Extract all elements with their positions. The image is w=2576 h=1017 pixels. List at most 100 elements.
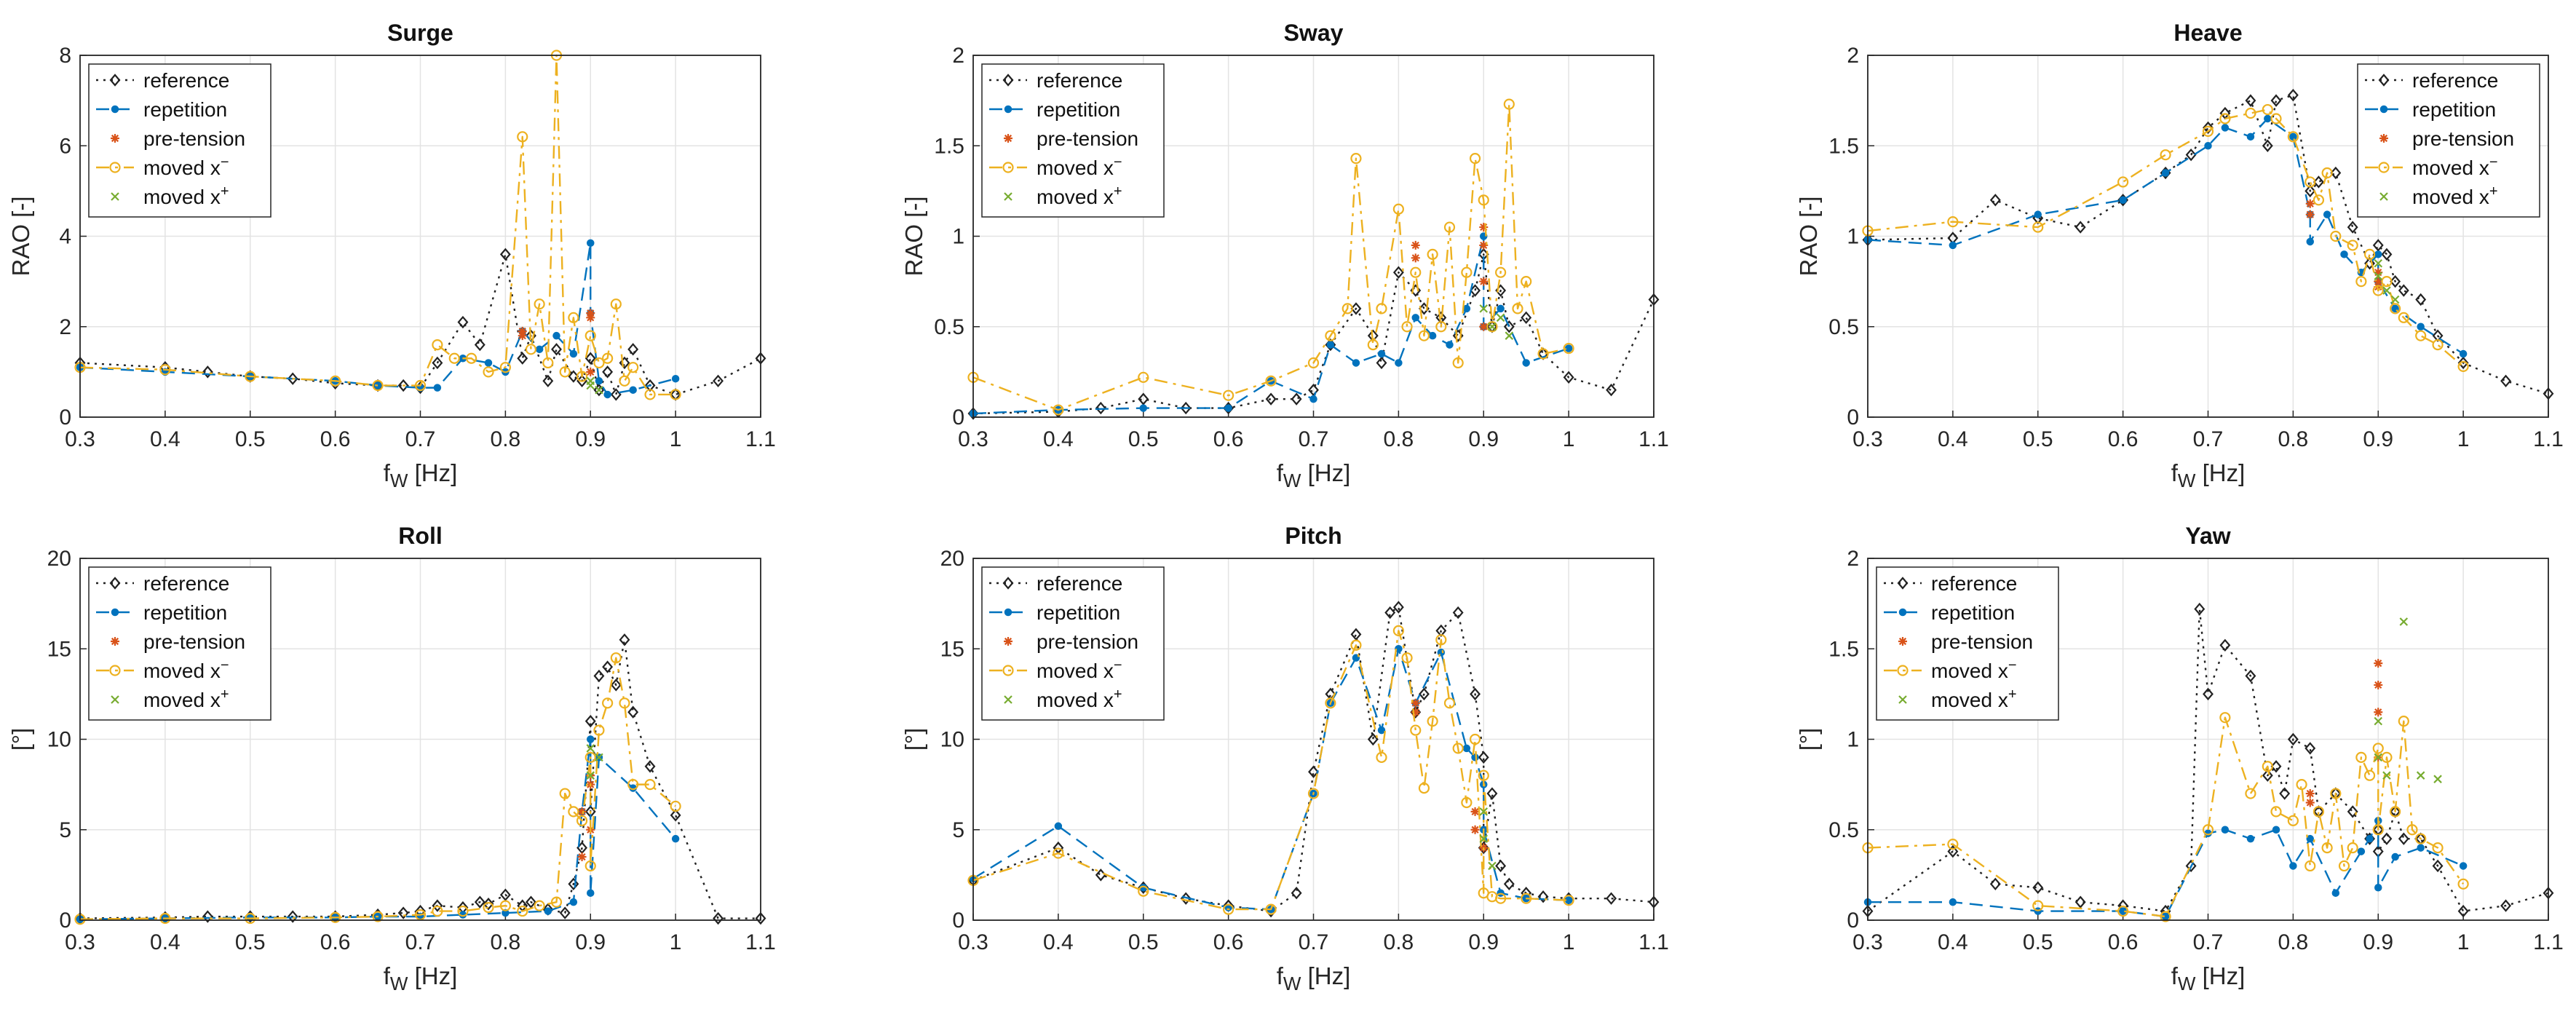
series-moved-x-minus-point <box>2398 312 2409 323</box>
series-moved-x-minus-point <box>2338 860 2350 872</box>
series-moved-x-minus-point <box>610 652 622 664</box>
series-pre-tension-point <box>577 852 587 862</box>
series-moved-x-minus-point <box>1418 330 1430 341</box>
series-repetition-point <box>587 889 595 897</box>
series-reference-point <box>474 338 486 352</box>
series-reference-point <box>1470 687 1481 701</box>
series-reference-point <box>644 760 656 773</box>
series-repetition-point <box>2161 169 2170 177</box>
series-repetition-point <box>1309 395 1317 403</box>
series-reference-point <box>2381 832 2393 845</box>
legend-marker <box>1004 192 1012 201</box>
series-reference-point <box>1291 392 1302 405</box>
series-moved-x-minus-point <box>1265 375 1277 387</box>
y-axis-label: RAO [-] <box>1795 196 1822 276</box>
series-moved-x-minus-point <box>644 389 656 400</box>
series-moved-x-minus-point <box>1435 634 1447 646</box>
series-moved-x-plus-point <box>595 385 603 395</box>
x-axis-label: fW [Hz] <box>2171 962 2246 994</box>
series-moved-x-minus-line <box>79 657 676 920</box>
legend-marker <box>1004 637 1012 646</box>
legend-item-moved-x-plus: moved x+ <box>1004 686 1122 711</box>
legend-marker <box>2379 192 2388 201</box>
series-reference-point <box>1384 606 1396 620</box>
series-moved-x-minus-point <box>1138 885 1149 897</box>
series-moved-x-minus-point <box>2304 176 2316 188</box>
legend-marker <box>2379 105 2388 114</box>
x-tick-label: 0.6 <box>2108 930 2139 954</box>
legend-label: reference <box>143 69 229 92</box>
legend-box <box>981 63 1165 218</box>
series-reference-point <box>1291 887 1302 900</box>
x-axis-label: fW [Hz] <box>1277 459 1351 491</box>
legend-label: reference <box>1931 572 2017 595</box>
legend: reference repetition pre-tension moved x− mo… <box>981 63 1165 218</box>
series-moved-x-minus-point <box>2390 303 2401 314</box>
series-reference-point <box>1470 284 1481 297</box>
legend-item-pre-tension: pre-tension <box>2379 127 2514 150</box>
y-tick-label: 5 <box>952 818 964 842</box>
series-moved-x-minus-point <box>1325 697 1336 709</box>
y-tick-label: 1.5 <box>1828 637 1859 661</box>
series-moved-x-plus-point <box>2374 716 2383 726</box>
series-reference-point <box>1537 890 1549 903</box>
legend-marker <box>111 105 119 114</box>
series-moved-x-plus-point <box>1488 322 1497 331</box>
legend-label: pre-tension <box>1037 127 1138 150</box>
series-repetition-point <box>1224 404 1232 412</box>
legend-item-moved-x-plus: moved x+ <box>1004 183 1122 208</box>
legend-marker <box>109 665 121 676</box>
y-tick-label: 15 <box>47 637 71 661</box>
series-reference-point <box>2270 94 2282 107</box>
series-moved-x-minus-point <box>1341 303 1353 314</box>
series-moved-x-minus-point <box>1350 639 1362 651</box>
series-moved-x-minus-point <box>2347 842 2358 854</box>
series-repetition-point <box>1395 359 1403 367</box>
legend-marker <box>1898 637 1907 646</box>
series-reference-point <box>1947 844 1959 858</box>
series-moved-x-minus-point <box>1503 98 1515 110</box>
y-tick-label: 0 <box>1847 909 1859 933</box>
legend-marker <box>1002 665 1014 676</box>
series-reference-point <box>2364 257 2376 270</box>
panel-title: Yaw <box>2185 523 2230 549</box>
series-reference-point <box>1606 384 1617 397</box>
legend-marker <box>1897 665 1909 676</box>
x-tick-label: 0.9 <box>575 427 606 451</box>
series-repetition-point <box>587 735 595 743</box>
legend-box <box>2357 63 2540 218</box>
series-moved-x-minus-point <box>1410 724 1422 736</box>
series-reference-point <box>2279 787 2291 800</box>
series-moved-x-minus-point <box>483 366 494 378</box>
legend-marker <box>109 162 121 173</box>
axes-box <box>1867 55 2549 418</box>
series-pre-tension-point <box>1470 807 1480 816</box>
series-pre-tension-point <box>2374 680 2383 689</box>
series-reference-point <box>1503 877 1515 890</box>
legend-item-moved-x-minus: moved x− <box>989 657 1122 682</box>
legend-label: reference <box>1037 69 1122 92</box>
y-tick-label: 4 <box>59 225 71 249</box>
x-tick-label: 0.9 <box>2363 930 2393 954</box>
series-repetition-point <box>2331 889 2340 897</box>
series-repetition-point <box>535 345 544 354</box>
x-tick-label: 0.8 <box>1384 930 1414 954</box>
series-reference-point <box>287 372 298 385</box>
x-tick-label: 0.5 <box>235 427 266 451</box>
series-moved-x-minus-point <box>2270 113 2282 124</box>
series-moved-x-minus-point <box>517 905 528 917</box>
legend-marker <box>1002 162 1014 173</box>
series-reference-point <box>2500 374 2512 387</box>
series-reference-point <box>584 714 596 728</box>
series-pre-tension-point <box>2374 708 2383 717</box>
series-reference-point <box>1418 687 1430 701</box>
series-moved-x-minus-point <box>670 800 681 812</box>
legend-label: moved x− <box>143 657 229 682</box>
series-moved-x-minus-line <box>79 54 676 396</box>
panel-heave: 0.3 0.4 0.5 0.6 0.7 0.8 0.9 1 1.1 0 0.5 1 1.5 2 Heave f… <box>1795 20 2564 491</box>
y-tick-label: 0 <box>952 909 964 933</box>
series-reference-point <box>1265 392 1277 405</box>
series-moved-x-minus-point <box>2245 107 2256 119</box>
x-axis-label: fW [Hz] <box>384 962 458 994</box>
